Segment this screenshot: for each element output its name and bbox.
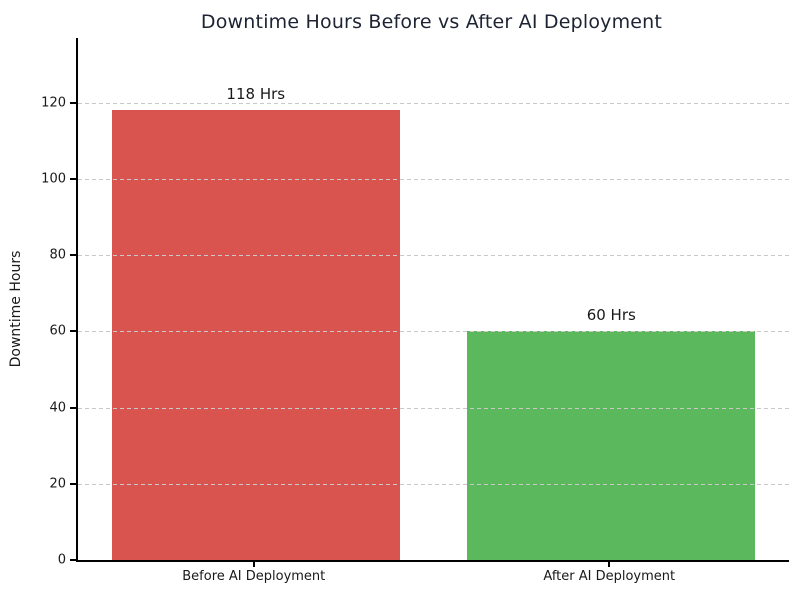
y-tick-label: 40 bbox=[49, 400, 66, 416]
bar-before-ai-deployment bbox=[111, 110, 400, 560]
gridline-100 bbox=[78, 178, 789, 180]
x-tick-mark bbox=[252, 562, 255, 567]
y-tick-label: 60 bbox=[49, 323, 66, 339]
plot-area: 118 Hrs 60 Hrs bbox=[76, 38, 789, 562]
x-tick-label: After AI Deployment bbox=[543, 569, 676, 584]
bar-value-label: 60 Hrs bbox=[586, 306, 636, 325]
y-tick-mark bbox=[70, 559, 76, 561]
chart-title: Downtime Hours Before vs After AI Deploy… bbox=[200, 11, 663, 33]
y-tick-label: 100 bbox=[41, 171, 66, 187]
bar-value-label: 118 Hrs bbox=[226, 85, 286, 104]
gridline-20 bbox=[78, 483, 789, 485]
y-tick-mark bbox=[70, 330, 76, 333]
y-tick-mark bbox=[70, 254, 76, 257]
y-tick-label: 0 bbox=[57, 552, 66, 568]
y-tick-label: 80 bbox=[49, 247, 66, 263]
bar-after-ai-deployment bbox=[467, 331, 756, 560]
gridline-40 bbox=[78, 407, 789, 409]
y-tick-label: 120 bbox=[41, 95, 66, 111]
y-tick-label: 20 bbox=[49, 476, 66, 492]
y-tick-mark bbox=[70, 177, 76, 180]
gridline-80 bbox=[78, 255, 789, 257]
x-tick-label: Before AI Deployment bbox=[182, 569, 326, 584]
y-tick-mark bbox=[70, 101, 76, 104]
y-tick-mark bbox=[70, 482, 76, 485]
y-tick-mark bbox=[70, 406, 76, 409]
gridline-60 bbox=[78, 331, 789, 333]
gridline-120 bbox=[78, 102, 789, 104]
x-tick-mark bbox=[608, 562, 611, 567]
